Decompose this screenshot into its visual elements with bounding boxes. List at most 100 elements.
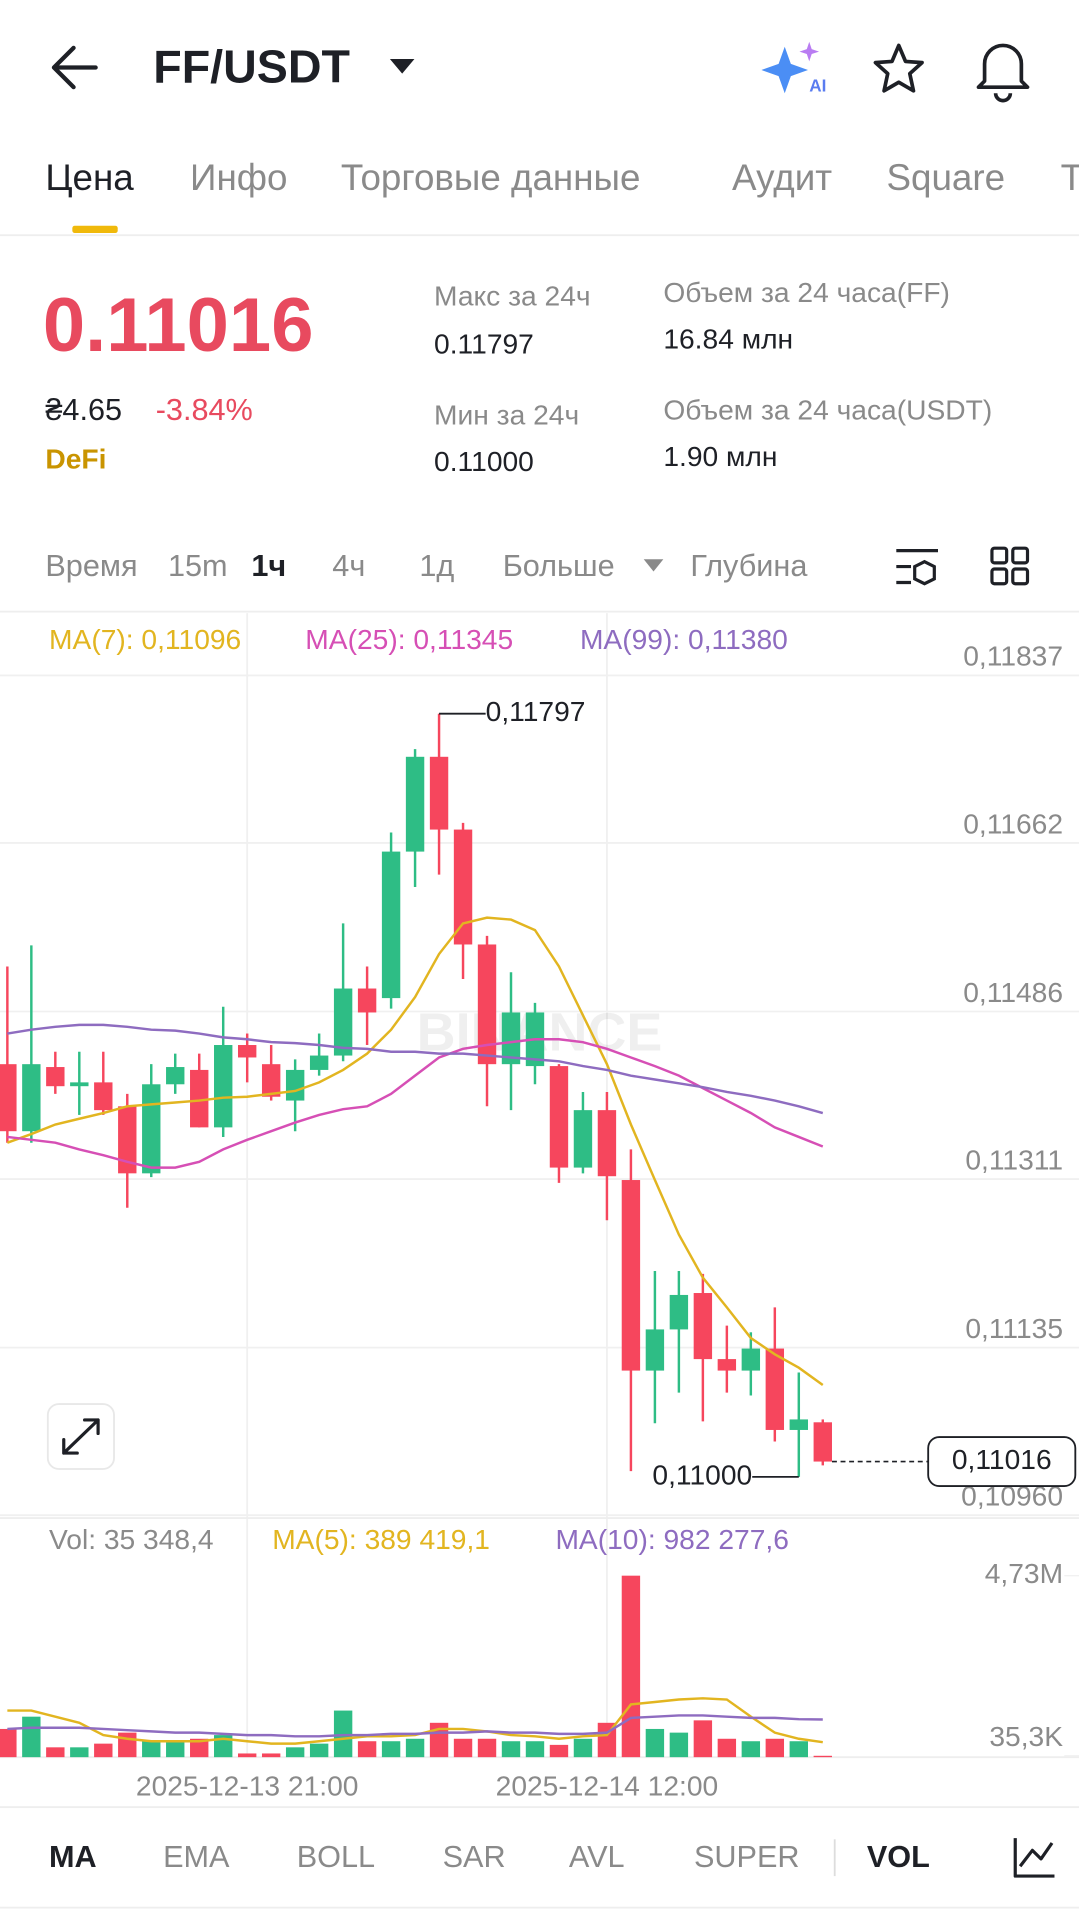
stat-label: Мин за 24ч	[434, 398, 579, 430]
stat-value: 0.11797	[434, 327, 534, 359]
back-button[interactable]	[51, 45, 98, 90]
candle-body	[0, 1064, 17, 1132]
stats: Макс за 24ч 0.11797 Мин за 24ч 0.11000 О…	[434, 276, 992, 477]
volume-ma-line	[7, 1714, 823, 1738]
candle-body	[477, 944, 497, 1065]
volume-bar	[381, 1741, 401, 1758]
pair-title[interactable]: FF/USDT	[153, 40, 350, 92]
candle-body	[501, 1012, 521, 1065]
volume-bar	[501, 1741, 521, 1758]
candle-body	[645, 1329, 665, 1371]
layout-button[interactable]	[990, 546, 1030, 586]
divider	[0, 610, 1079, 613]
volume-ma-line	[7, 1697, 823, 1745]
candle-body	[70, 1082, 89, 1087]
high-annotation: 0,11797	[486, 695, 586, 727]
indicator[interactable]: MA	[49, 1840, 97, 1874]
candle-body	[597, 1110, 617, 1177]
volume-bar	[453, 1738, 473, 1758]
tab[interactable]: Инфо	[190, 157, 287, 198]
legend-entry: MA(7): 0,11096	[49, 623, 241, 655]
volume-bar	[118, 1732, 137, 1758]
candle-body	[166, 1067, 185, 1085]
fullscreen-button[interactable]	[46, 1403, 115, 1470]
interval[interactable]: Глубина	[690, 549, 808, 583]
volume-bar	[573, 1738, 593, 1758]
volume-bar	[166, 1741, 185, 1758]
interval[interactable]: 15m	[168, 549, 228, 583]
legend-entry: MA(5): 389 419,1	[272, 1523, 490, 1555]
tab[interactable]: Торговые данные	[341, 157, 641, 198]
indicator[interactable]: SAR	[443, 1840, 506, 1874]
volume-bar	[357, 1741, 377, 1758]
pair-dropdown[interactable]	[389, 58, 415, 74]
interval[interactable]: 1д	[419, 549, 454, 583]
volume-bar	[285, 1747, 305, 1758]
indicator[interactable]: VOL	[867, 1840, 930, 1874]
stat-label: Объем за 24 часа(FF)	[663, 276, 950, 308]
indicator[interactable]: AVL	[569, 1840, 625, 1874]
volume-bar	[549, 1744, 569, 1758]
favorite-button[interactable]	[873, 43, 924, 93]
volume-bar	[46, 1747, 65, 1758]
stat-value: 0.11000	[434, 445, 534, 477]
candle-body	[669, 1294, 689, 1330]
volume-bar	[645, 1728, 665, 1758]
candle-body	[573, 1110, 593, 1168]
candle-body	[261, 1064, 281, 1097]
candle-body	[549, 1066, 569, 1168]
candle-body	[94, 1082, 113, 1111]
volume-bar	[741, 1741, 761, 1758]
volume-bar	[525, 1741, 545, 1758]
interval[interactable]: Время	[45, 549, 137, 583]
candle-body	[453, 829, 473, 945]
candle-body	[333, 988, 353, 1056]
divider	[0, 234, 1079, 237]
candle-body	[118, 1106, 137, 1174]
tab[interactable]: Цена	[45, 157, 134, 198]
indicator[interactable]: SUPER	[694, 1840, 800, 1874]
volume-legend: Vol: 35 348,4	[49, 1523, 214, 1555]
low-annotation: 0,11000	[652, 1458, 752, 1490]
volume-bar	[214, 1735, 233, 1758]
indicator-settings-button[interactable]	[1013, 1838, 1055, 1878]
divider	[0, 1806, 1079, 1809]
candle-body	[142, 1084, 161, 1174]
interval[interactable]: Больше	[503, 549, 615, 583]
volume-bar	[405, 1738, 425, 1758]
x-tick-label: 2025-12-13 21:00	[136, 1769, 359, 1801]
indicator[interactable]: BOLL	[297, 1840, 375, 1874]
volume-bar	[597, 1722, 617, 1758]
volume-bar	[789, 1741, 808, 1758]
ai-button[interactable]: AI	[761, 41, 826, 96]
tab[interactable]: Square	[886, 157, 1005, 198]
indicator[interactable]: EMA	[163, 1840, 230, 1874]
volume-tick-label: 35,3K	[989, 1720, 1063, 1752]
sector-tag[interactable]: DeFi	[45, 443, 106, 475]
alerts-button[interactable]	[976, 43, 1030, 103]
candle-body	[285, 1069, 305, 1101]
candle-body	[237, 1045, 257, 1058]
legend-entry: MA(99): 0,11380	[580, 623, 788, 655]
y-tick-label: 0,11135	[965, 1312, 1063, 1344]
tab[interactable]: Аудит	[732, 157, 832, 198]
volume-bar	[237, 1753, 257, 1758]
y-tick-label: 0,11311	[965, 1143, 1063, 1175]
indicator-fade	[974, 1827, 1079, 1895]
candlestick-chart: 0,118370,116620,114860,113110,111350,109…	[0, 613, 1079, 1801]
candle-body	[190, 1069, 209, 1128]
candle-body	[813, 1422, 832, 1462]
interval[interactable]: 4ч	[332, 549, 365, 583]
candle-body	[789, 1419, 808, 1430]
volume-bar	[621, 1575, 641, 1758]
candle-body	[765, 1348, 785, 1430]
tab[interactable]: Т	[1061, 157, 1079, 198]
interval[interactable]: 1ч	[251, 549, 286, 583]
chart-settings-button[interactable]	[896, 549, 938, 586]
more-dropdown[interactable]	[643, 559, 664, 572]
candle-body	[621, 1180, 641, 1371]
volume-bar	[765, 1738, 785, 1758]
candle-body	[717, 1359, 737, 1371]
candle-body	[22, 1064, 41, 1132]
